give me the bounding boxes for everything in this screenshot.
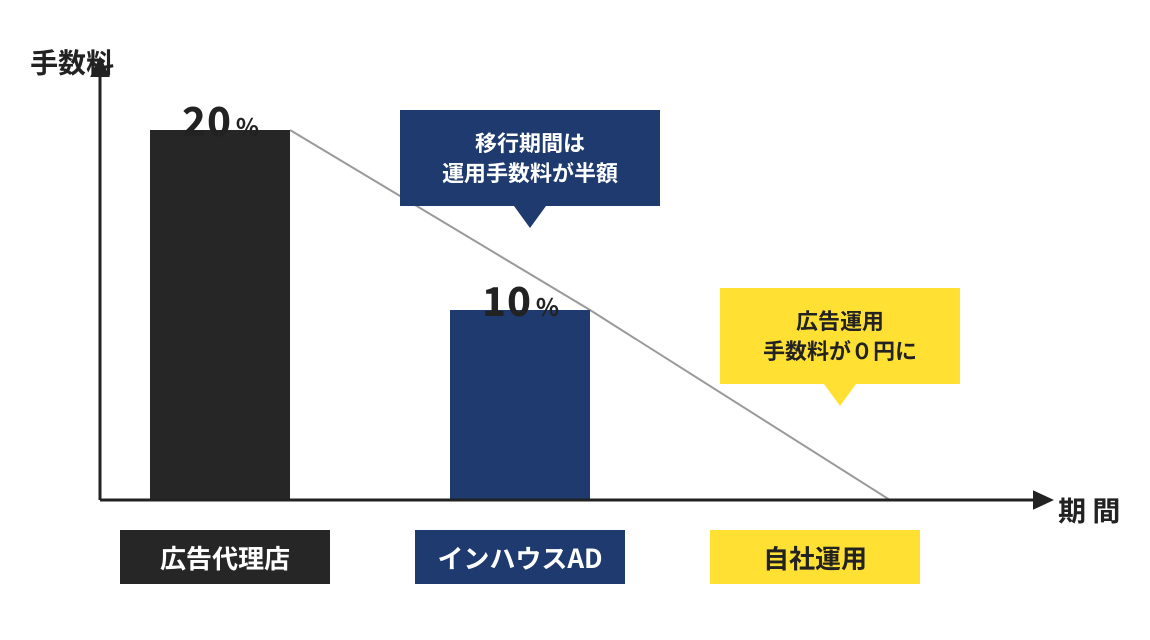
category-inhouse-cat: インハウスAD	[415, 530, 625, 584]
bar-value-unit-agency: %	[236, 108, 259, 143]
y-axis-label: 手数料	[30, 42, 114, 82]
category-self-cat: 自社運用	[710, 530, 920, 584]
callout-pointer-zero	[824, 384, 856, 406]
x-axis-arrow	[1033, 490, 1054, 510]
bar-value-agency: 20%	[182, 90, 259, 148]
bar-value-num-agency: 20	[182, 90, 232, 148]
callout-pointer-transition	[514, 206, 546, 228]
bar-agency	[150, 130, 290, 500]
bar-value-inhouse: 10%	[482, 270, 559, 328]
category-agency-cat: 広告代理店	[120, 530, 330, 584]
bar-value-num-inhouse: 10	[482, 270, 532, 328]
x-axis-label: 期 間	[1058, 490, 1120, 530]
chart-stage: 手数料期 間20%10%移行期間は 運用手数料が半額広告運用 手数料が０円に広告…	[0, 0, 1150, 640]
callout-zero: 広告運用 手数料が０円に	[720, 288, 960, 384]
bar-inhouse	[450, 310, 590, 500]
callout-transition: 移行期間は 運用手数料が半額	[400, 110, 660, 206]
bar-value-unit-inhouse: %	[536, 288, 559, 323]
